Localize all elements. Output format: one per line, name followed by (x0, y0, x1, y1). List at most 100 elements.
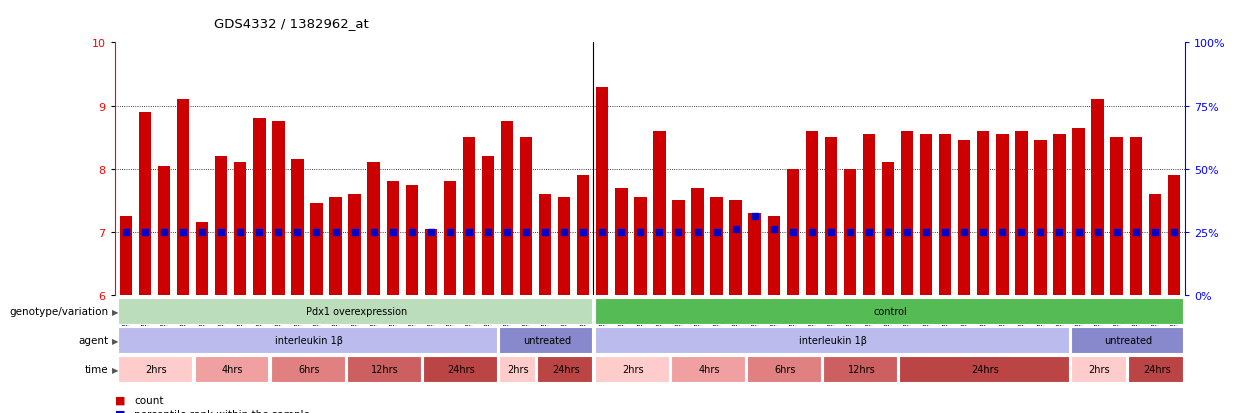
Point (1125, 229, 1145, 235)
Bar (273, 122, 285, 295)
Bar (881, 163, 894, 295)
Bar (406, 185, 418, 295)
Point (974, 229, 994, 235)
Point (1050, 229, 1069, 235)
Point (820, 229, 840, 235)
Point (478, 229, 498, 235)
Point (650, 229, 670, 235)
Point (421, 229, 441, 235)
Bar (139, 113, 151, 295)
Bar (1129, 138, 1142, 295)
Bar (310, 204, 322, 295)
Bar (367, 163, 380, 295)
Point (611, 229, 631, 235)
Point (382, 229, 402, 235)
Point (1145, 229, 1165, 235)
Point (1068, 229, 1088, 235)
Bar (158, 166, 171, 295)
Point (364, 229, 383, 235)
Bar (823, 356, 898, 382)
Text: ■: ■ (115, 409, 124, 413)
Point (898, 229, 918, 235)
Point (707, 229, 727, 235)
Text: 4hrs: 4hrs (698, 364, 720, 374)
Bar (959, 141, 970, 295)
Point (726, 226, 746, 233)
Text: control: control (873, 306, 906, 316)
Point (1164, 229, 1184, 235)
Bar (654, 131, 666, 295)
Point (269, 229, 289, 235)
Bar (595, 299, 1183, 324)
Bar (824, 138, 837, 295)
Point (935, 229, 955, 235)
Bar (291, 160, 304, 295)
Point (288, 229, 308, 235)
Text: ▶: ▶ (112, 365, 118, 374)
Point (802, 229, 822, 235)
Point (306, 229, 326, 235)
Bar (1015, 131, 1027, 295)
Bar (901, 131, 914, 295)
Bar (730, 201, 742, 295)
Bar (120, 216, 132, 295)
Point (459, 229, 479, 235)
Bar (767, 216, 779, 295)
Point (840, 229, 860, 235)
Text: untreated: untreated (1104, 335, 1152, 345)
Bar (349, 195, 361, 295)
Bar (996, 135, 1008, 295)
Bar (691, 188, 703, 295)
Bar (253, 119, 265, 295)
Bar (463, 138, 476, 295)
Point (745, 213, 764, 220)
Bar (177, 100, 189, 295)
Point (535, 229, 555, 235)
Text: time: time (85, 364, 108, 374)
Point (878, 229, 898, 235)
Point (192, 229, 212, 235)
Bar (1071, 356, 1125, 382)
Point (134, 229, 154, 235)
Text: agent: agent (78, 335, 108, 345)
Bar (977, 131, 990, 295)
Point (212, 229, 232, 235)
Point (992, 229, 1012, 235)
Point (517, 229, 537, 235)
Point (439, 229, 459, 235)
Bar (482, 157, 494, 295)
Bar (595, 356, 669, 382)
Point (173, 229, 193, 235)
Bar (1111, 138, 1123, 295)
Bar (748, 214, 761, 295)
Point (1107, 229, 1127, 235)
Bar (330, 198, 341, 295)
Bar (576, 176, 589, 295)
Bar (539, 195, 552, 295)
Bar (920, 135, 933, 295)
Text: 24hrs: 24hrs (971, 364, 998, 374)
Bar (939, 135, 951, 295)
Text: percentile rank within the sample: percentile rank within the sample (134, 409, 310, 413)
Bar (844, 169, 857, 295)
Bar (1035, 141, 1047, 295)
Text: ▶: ▶ (112, 307, 118, 316)
Point (859, 229, 879, 235)
Point (249, 229, 269, 235)
Bar (347, 356, 421, 382)
Point (402, 229, 422, 235)
Bar (615, 188, 627, 295)
Bar (671, 356, 745, 382)
Bar (787, 169, 799, 295)
Bar (234, 163, 247, 295)
Bar (386, 182, 398, 295)
Bar (423, 356, 497, 382)
Text: GDS4332 / 1382962_at: GDS4332 / 1382962_at (214, 17, 369, 29)
Text: untreated: untreated (523, 335, 571, 345)
Text: interleukin 1β: interleukin 1β (799, 335, 867, 345)
Bar (596, 88, 609, 295)
Bar (118, 299, 593, 324)
Text: 2hrs: 2hrs (622, 364, 644, 374)
Bar (747, 356, 820, 382)
Bar (499, 356, 535, 382)
